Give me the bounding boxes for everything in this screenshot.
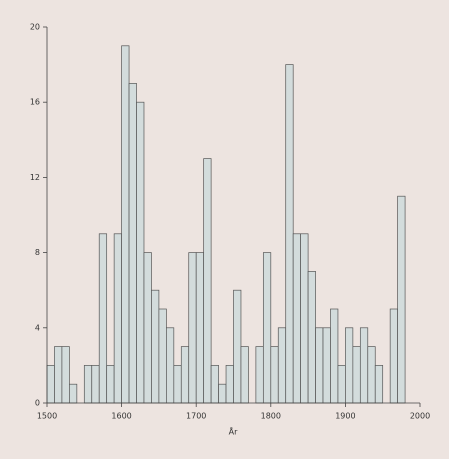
- bar: [374, 365, 384, 404]
- bar: [203, 158, 212, 404]
- bar: [270, 346, 279, 404]
- bar: [389, 308, 398, 404]
- y-tick-label: 8: [35, 248, 40, 257]
- bar: [69, 383, 78, 404]
- bar: [83, 365, 93, 404]
- bar: [292, 233, 301, 404]
- bar: [307, 271, 316, 404]
- bar: [233, 289, 242, 404]
- bar: [166, 327, 175, 404]
- y-tick-label: 16: [30, 98, 40, 107]
- bar: [330, 308, 339, 404]
- bar: [300, 233, 309, 404]
- x-tick-label: 1800: [261, 412, 281, 421]
- bar: [128, 83, 137, 404]
- bar: [285, 64, 294, 404]
- bar: [337, 365, 346, 404]
- bar: [98, 233, 108, 404]
- y-tick-label: 20: [30, 23, 40, 32]
- bar: [277, 327, 287, 404]
- bar: [143, 252, 152, 404]
- bar: [255, 346, 264, 404]
- bar: [151, 289, 160, 404]
- bar: [397, 195, 406, 404]
- bar: [322, 327, 331, 404]
- bar: [210, 365, 219, 404]
- x-tick-label: 2000: [410, 412, 430, 421]
- x-tick-label: 1700: [186, 412, 206, 421]
- x-axis-label: År: [229, 426, 238, 437]
- x-tick-label: 1900: [335, 412, 355, 421]
- bar: [225, 365, 234, 404]
- y-tick-label: 4: [35, 323, 40, 332]
- bar: [345, 327, 354, 404]
- bar: [158, 308, 167, 404]
- bar: [113, 233, 122, 404]
- bar: [188, 252, 197, 404]
- bar: [262, 252, 272, 404]
- bar: [315, 327, 324, 404]
- x-tick-label: 1500: [37, 412, 57, 421]
- bar: [106, 365, 115, 404]
- bar: [195, 252, 205, 404]
- bar: [136, 101, 145, 404]
- bar: [218, 383, 227, 404]
- bar: [359, 327, 369, 404]
- x-tick-label: 1600: [111, 412, 131, 421]
- bar: [352, 346, 361, 404]
- y-tick-label: 12: [30, 173, 40, 182]
- bar: [91, 365, 100, 404]
- bar: [367, 346, 376, 404]
- y-tick-label: 0: [35, 399, 40, 408]
- bar: [46, 365, 55, 404]
- bar: [180, 346, 190, 404]
- bar: [54, 346, 63, 404]
- bar: [240, 346, 249, 404]
- bar: [121, 45, 130, 404]
- bar: [61, 346, 70, 404]
- bar: [173, 365, 182, 404]
